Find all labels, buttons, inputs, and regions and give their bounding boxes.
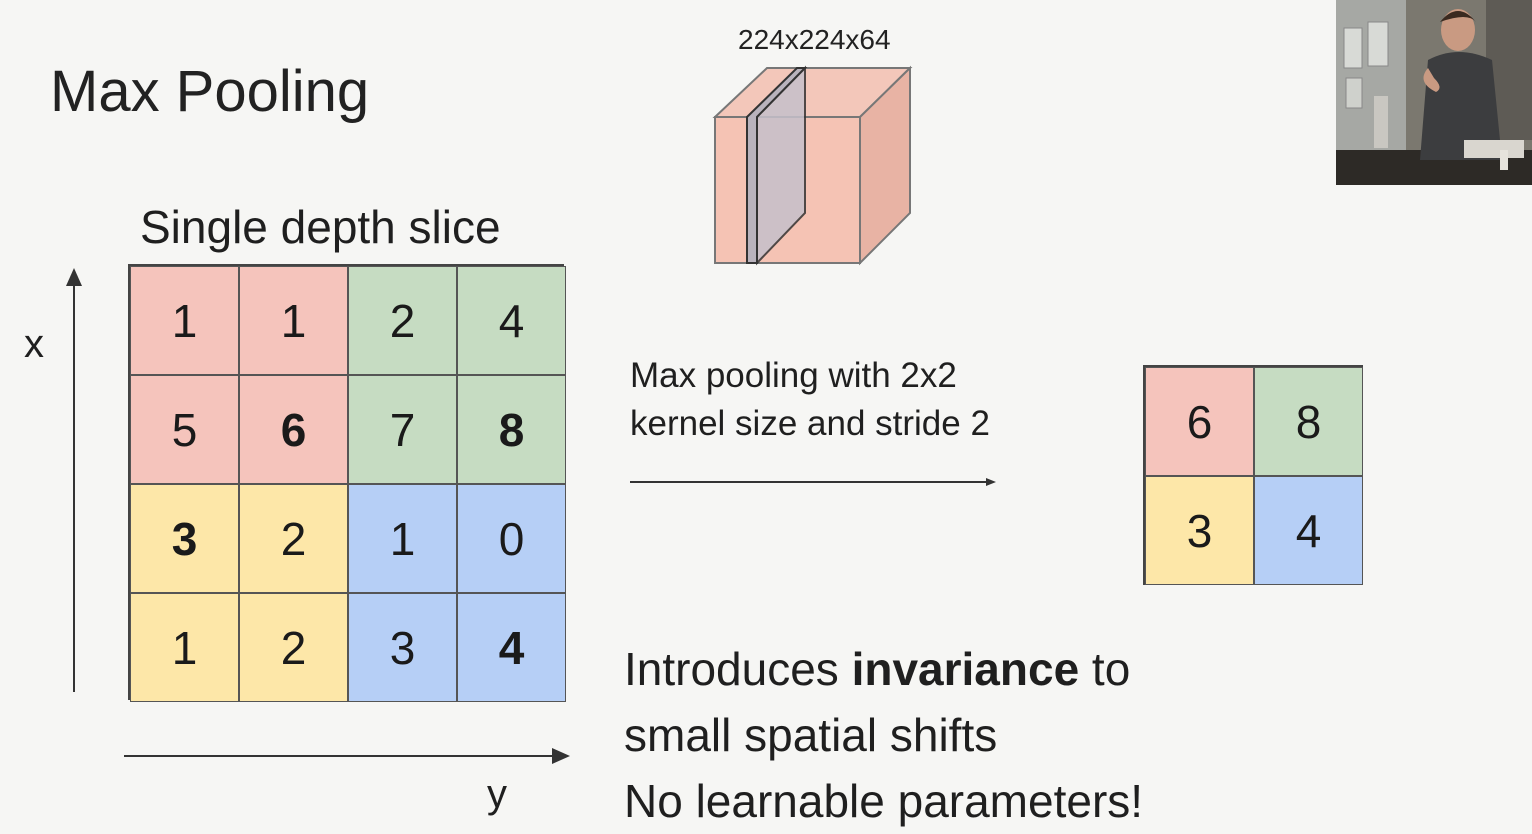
operation-line-2: kernel size and stride 2	[630, 404, 990, 443]
input-cell: 2	[239, 593, 348, 702]
output-cell: 6	[1145, 367, 1254, 476]
slide-title: Max Pooling	[50, 59, 370, 124]
speaker-video-inset	[1336, 0, 1532, 185]
cube-dimension-label: 224x224x64	[738, 24, 891, 55]
input-cell: 6	[239, 375, 348, 484]
input-cell: 7	[348, 375, 457, 484]
operation-arrow	[630, 478, 996, 486]
note-line-1-post: to	[1079, 643, 1131, 695]
operation-line-1: Max pooling with 2x2	[630, 356, 957, 395]
note-line-2: small spatial shifts	[624, 709, 998, 761]
output-cell: 4	[1254, 476, 1363, 585]
input-cell: 2	[348, 266, 457, 375]
input-cell: 1	[130, 266, 239, 375]
y-axis-label: y	[487, 772, 507, 816]
input-cell: 1	[130, 593, 239, 702]
note-line-1: Introduces invariance to	[624, 636, 1143, 702]
operation-description: Max pooling with 2x2 kernel size and str…	[630, 352, 990, 448]
output-cell: 3	[1145, 476, 1254, 585]
input-cell: 3	[348, 593, 457, 702]
activation-volume-cube	[712, 65, 913, 266]
input-cell: 8	[457, 375, 566, 484]
x-axis-label: x	[24, 322, 44, 366]
input-grid: 1 1 2 4 5 6 7 8 3 2 1 0 1 2 3 4	[128, 264, 566, 702]
output-cell: 8	[1254, 367, 1363, 476]
slice-label: Single depth slice	[140, 201, 501, 253]
notes: Introduces invariance to small spatial s…	[624, 636, 1143, 834]
note-emphasis: invariance	[851, 643, 1080, 695]
input-cell: 1	[348, 484, 457, 593]
input-cell: 2	[239, 484, 348, 593]
input-cell: 0	[457, 484, 566, 593]
input-cell: 3	[130, 484, 239, 593]
input-cell: 4	[457, 593, 566, 702]
input-cell: 5	[130, 375, 239, 484]
speaker-video-frame	[1336, 0, 1532, 185]
note-line-3: No learnable parameters!	[624, 775, 1144, 827]
depth-slice-face	[756, 65, 806, 266]
input-cell: 1	[239, 266, 348, 375]
output-grid: 6 8 3 4	[1143, 365, 1363, 585]
input-cell: 4	[457, 266, 566, 375]
note-line-1-pre: Introduces	[624, 643, 852, 695]
